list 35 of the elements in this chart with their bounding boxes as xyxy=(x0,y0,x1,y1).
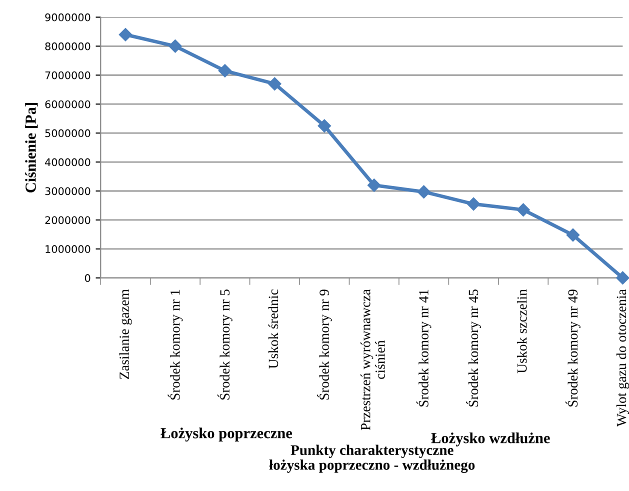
text: Łożysko wzdłużne xyxy=(431,432,550,446)
y-tick-label: 7000000 xyxy=(45,71,90,80)
y-tick-label: 1000000 xyxy=(46,245,90,254)
point xyxy=(368,178,381,192)
x-tick-label: Środek komory nr 45 xyxy=(466,290,481,407)
point xyxy=(118,28,132,42)
point xyxy=(168,40,182,53)
x-tick-label: Wylot gazu do otoczenia xyxy=(616,289,629,427)
point xyxy=(566,228,580,242)
y-tick-label: 8000000 xyxy=(45,42,90,50)
point xyxy=(417,185,430,198)
x-tick-label: Środek komory nr 5 xyxy=(218,290,232,400)
text: Łożysko poprzeczne xyxy=(160,428,292,442)
point xyxy=(516,203,530,216)
y-tick-label: 0 xyxy=(84,274,90,282)
point xyxy=(318,119,331,132)
x-tick-label: Uskok średnic xyxy=(268,289,278,369)
x-tick-label: Zasilanie gazem xyxy=(119,289,132,379)
x-tick-label: Środek komory nr 49 xyxy=(566,290,580,407)
x-tick-label: Uskok szczelin xyxy=(516,289,527,374)
y-axis-title: Ciśnienie [Pa] xyxy=(25,103,38,192)
x-tick-label: Środek komory nr 9 xyxy=(316,290,332,400)
point xyxy=(268,77,282,90)
y-tick-label: 2000000 xyxy=(45,216,90,224)
y-tick-label: 9000000 xyxy=(45,13,90,22)
y-tick-label: 6000000 xyxy=(45,100,90,108)
y-tick-label: 5000000 xyxy=(45,129,90,138)
x-tick-label: Środek komory nr 1 xyxy=(168,290,183,400)
x-tick-label: Środek komory nr 41 xyxy=(416,290,432,407)
y-tick-label: 4000000 xyxy=(45,158,90,166)
point xyxy=(616,271,629,284)
x-tick-label: Przestrzeń wyrównawcza ciśnień xyxy=(360,289,385,430)
point xyxy=(218,64,232,78)
y-tick-label: 3000000 xyxy=(45,187,90,196)
point xyxy=(466,197,480,211)
